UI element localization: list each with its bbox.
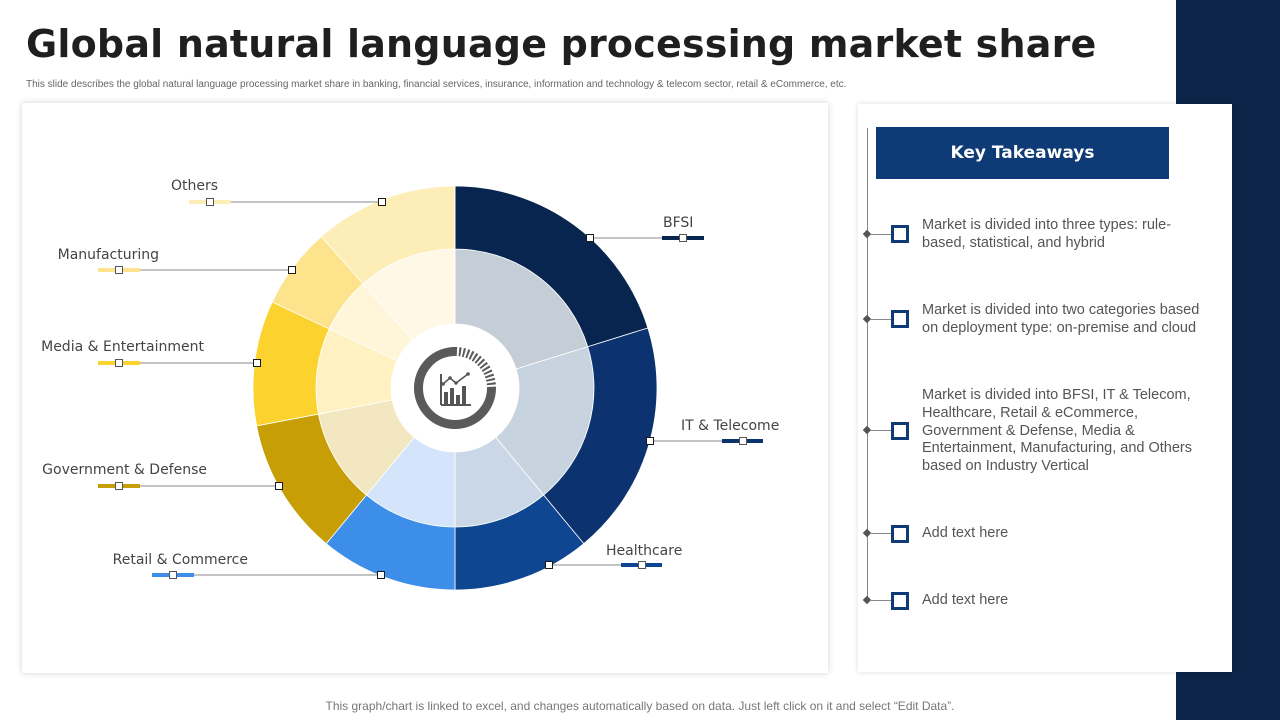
end-marker [169, 571, 177, 579]
anchor-marker [377, 571, 385, 579]
anchor-marker [586, 234, 594, 242]
end-marker [206, 198, 214, 206]
page-title: Global natural language processing marke… [26, 22, 1097, 66]
category-label: Others [171, 178, 218, 194]
category-label: Government & Defense [42, 462, 207, 478]
takeaways-card [858, 104, 1232, 672]
checkbox-icon [891, 422, 909, 440]
label-others: Others [171, 178, 386, 206]
label-bfsi: BFSI [586, 215, 704, 242]
page-subtitle: This slide describes the global natural … [26, 79, 847, 90]
takeaway-text: Market is divided into two categories ba… [922, 302, 1200, 336]
checkbox-icon [891, 592, 909, 610]
category-label: Healthcare [606, 543, 682, 559]
takeaways-timeline [867, 128, 868, 601]
chart-analytics-icon [414, 347, 496, 429]
label-government-defense: Government & Defense [42, 462, 283, 490]
footer-note: This graph/chart is linked to excel, and… [325, 699, 955, 713]
end-marker [115, 359, 123, 367]
category-label: BFSI [663, 215, 693, 231]
connector-line [870, 600, 892, 601]
takeaway-text: Market is divided into BFSI, IT & Teleco… [922, 387, 1193, 475]
label-it-telecome: IT & Telecome [646, 418, 779, 445]
connector-line [870, 533, 892, 534]
takeaway-text: Add text here [922, 592, 1009, 608]
anchor-marker [545, 561, 553, 569]
checkbox-icon [891, 225, 909, 243]
anchor-marker [253, 359, 261, 367]
checkbox-icon [891, 310, 909, 328]
takeaways-header: Key Takeaways [876, 127, 1169, 179]
takeaway-text: Market is divided into three types: rule… [922, 217, 1172, 251]
end-marker [679, 234, 687, 242]
end-marker [638, 561, 646, 569]
anchor-marker [646, 437, 654, 445]
category-label: IT & Telecome [681, 418, 779, 434]
chart-labels: BFSI IT & Telecome Healthcare Retail & Comm… [41, 178, 779, 579]
label-manufacturing: Manufacturing [58, 247, 296, 274]
anchor-marker [288, 266, 296, 274]
takeaway-text: Add text here [922, 525, 1009, 541]
label-retail-commerce: Retail & Commerce [113, 552, 385, 579]
end-marker [115, 482, 123, 490]
category-label: Manufacturing [58, 247, 159, 263]
end-marker [739, 437, 747, 445]
label-healthcare: Healthcare [545, 543, 682, 569]
connector-line [870, 234, 892, 235]
outer-ring [252, 185, 658, 591]
anchor-marker [378, 198, 386, 206]
label-media-entertainment: Media & Entertainment [41, 339, 261, 367]
anchor-marker [275, 482, 283, 490]
connector-line [870, 319, 892, 320]
category-label: Media & Entertainment [41, 339, 204, 355]
category-label: Retail & Commerce [113, 552, 248, 568]
end-marker [115, 266, 123, 274]
connector-line [870, 430, 892, 431]
outer-slice-others[interactable] [320, 185, 456, 285]
chart-center [391, 324, 519, 452]
checkbox-icon [891, 525, 909, 543]
